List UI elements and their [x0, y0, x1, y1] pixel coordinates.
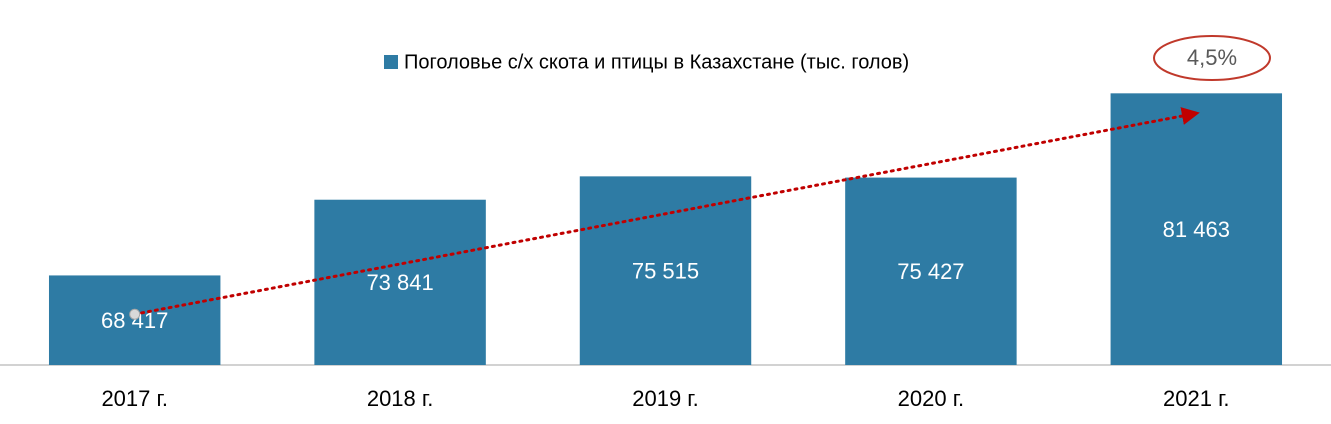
value-label: 75 427 [897, 259, 964, 284]
legend-swatch [384, 55, 398, 69]
bar [579, 176, 752, 365]
legend-label: Поголовье с/х скота и птицы в Казахстане… [404, 51, 909, 73]
x-tick-label: 2017 г. [101, 386, 168, 411]
trend-start [129, 308, 141, 320]
x-tick-label: 2019 г. [632, 386, 699, 411]
annotation-ellipse [1153, 35, 1271, 81]
bar [314, 199, 486, 365]
trend-arrow [133, 107, 1200, 316]
bar [1110, 93, 1283, 366]
value-label: 73 841 [366, 270, 433, 295]
x-tick-label: 2021 г. [1163, 386, 1230, 411]
value-label: 81 463 [1163, 217, 1230, 242]
bar [48, 275, 221, 365]
annotation: 4,5% [1187, 45, 1237, 70]
value-label: 75 515 [632, 258, 699, 283]
bar [845, 177, 1017, 365]
x-tick-label: 2018 г. [367, 386, 434, 411]
x-tick-label: 2020 г. [898, 386, 965, 411]
